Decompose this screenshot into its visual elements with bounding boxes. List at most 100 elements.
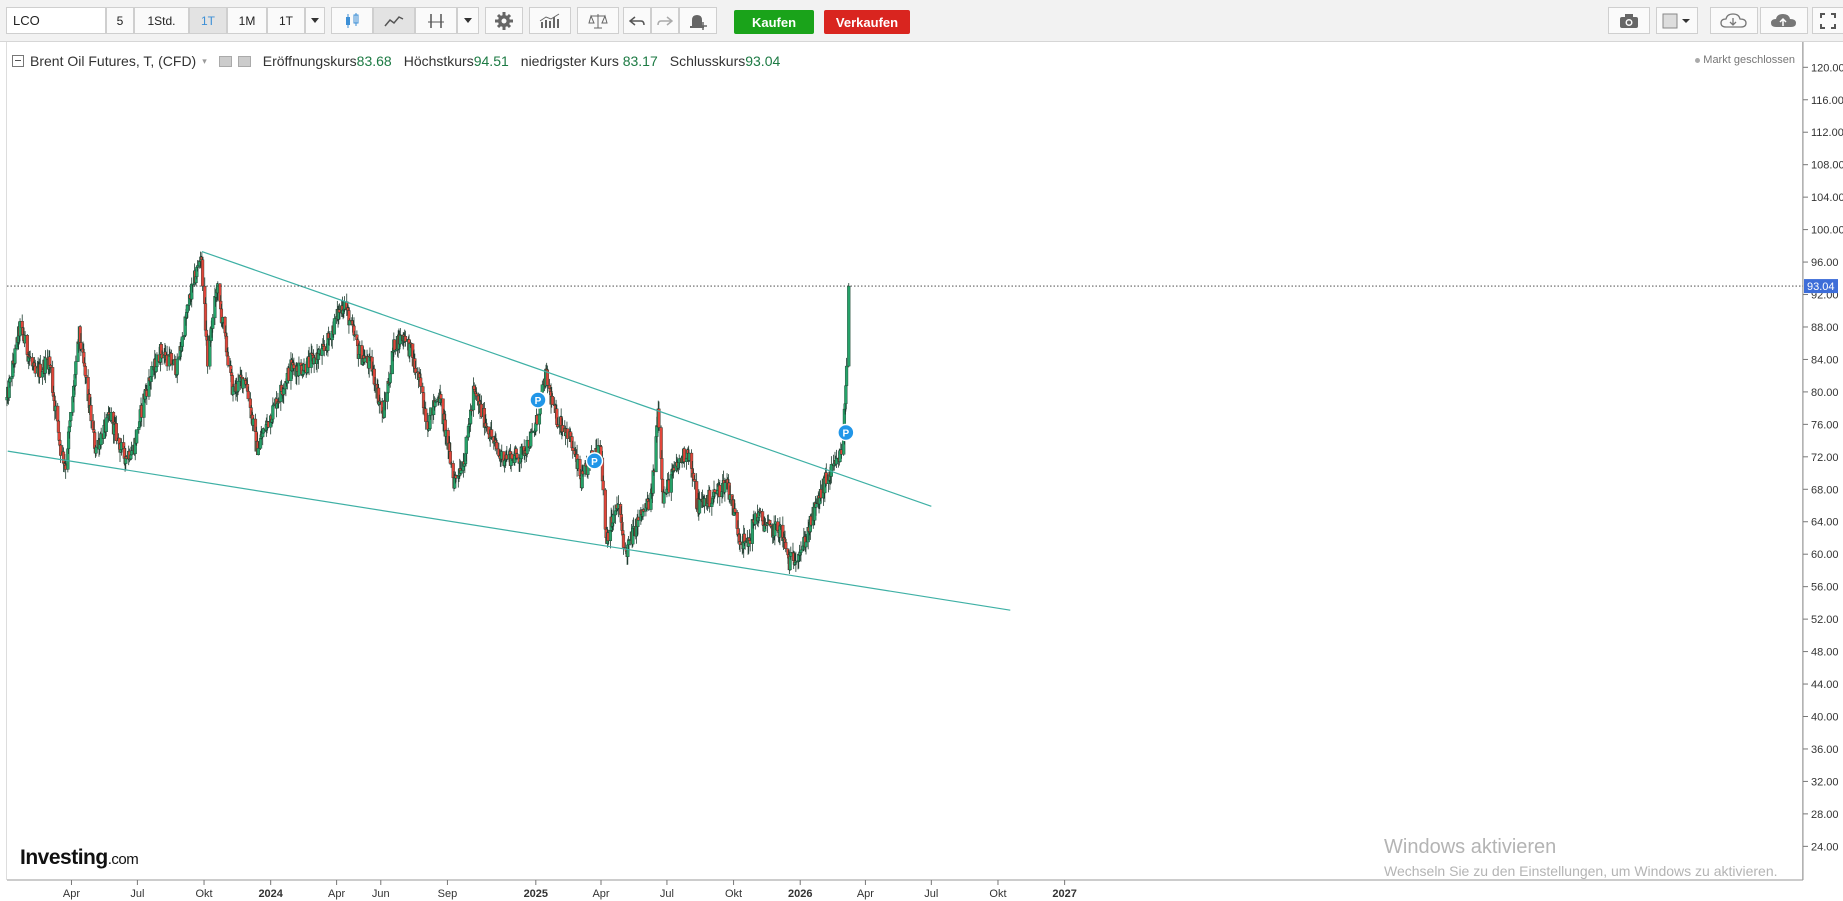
candle bbox=[94, 447, 98, 454]
cloud-load-icon[interactable] bbox=[1710, 7, 1758, 34]
candle bbox=[495, 442, 499, 450]
event-marker-icon bbox=[585, 452, 604, 470]
candle bbox=[662, 492, 666, 504]
close-value: 93.04 bbox=[745, 53, 781, 69]
candle bbox=[490, 429, 494, 438]
last-price-tag bbox=[1804, 279, 1838, 294]
candle bbox=[59, 444, 63, 456]
candle bbox=[814, 503, 818, 508]
symbol-input[interactable]: LCO bbox=[6, 7, 106, 34]
settings-gear-icon[interactable] bbox=[485, 7, 523, 34]
x-tick-label: Apr bbox=[63, 888, 80, 900]
candle bbox=[413, 368, 418, 373]
candle bbox=[847, 285, 851, 367]
sell-button[interactable]: Verkaufen bbox=[824, 10, 910, 34]
candle bbox=[378, 400, 382, 403]
logo-domain: .com bbox=[107, 851, 139, 868]
y-tick-label: 52.00 bbox=[1811, 614, 1839, 626]
x-tick-label: Okt bbox=[989, 888, 1006, 900]
drawing-tools-icon[interactable] bbox=[415, 7, 457, 34]
market-status-text: Markt geschlossen bbox=[1703, 54, 1795, 66]
candle bbox=[190, 283, 195, 286]
layout-square-icon[interactable] bbox=[1656, 7, 1698, 34]
legend-collapse-icon[interactable] bbox=[12, 55, 24, 67]
instrument-name[interactable]: Brent Oil Futures, T, (CFD) bbox=[30, 53, 197, 69]
open-value: 83.68 bbox=[356, 53, 392, 69]
candle bbox=[83, 365, 87, 376]
indicator-line-icon[interactable] bbox=[373, 7, 415, 34]
y-tick-label: 108.00 bbox=[1811, 160, 1843, 172]
interval-5m-button[interactable]: 5 bbox=[106, 7, 134, 34]
fullscreen-icon[interactable] bbox=[1812, 7, 1843, 34]
candle bbox=[743, 541, 747, 544]
candle bbox=[282, 388, 286, 395]
y-tick-label: 120.00 bbox=[1811, 62, 1843, 74]
trendline-upper bbox=[201, 250, 932, 507]
candle bbox=[43, 357, 47, 374]
y-tick-label: 32.00 bbox=[1811, 776, 1839, 788]
candle bbox=[154, 366, 158, 372]
legend-settings-icon[interactable] bbox=[237, 55, 251, 67]
redo-arrow-icon[interactable] bbox=[651, 7, 679, 34]
high-value: 94.51 bbox=[473, 53, 509, 69]
candle bbox=[180, 336, 184, 347]
interval-1month-button[interactable]: 1M bbox=[227, 7, 267, 34]
candle bbox=[710, 502, 714, 507]
candle bbox=[403, 336, 408, 342]
candle bbox=[74, 361, 78, 375]
candle bbox=[760, 511, 765, 522]
drawing-dropdown-chevron-icon[interactable] bbox=[457, 7, 479, 34]
x-tick-label: Apr bbox=[857, 888, 874, 900]
candle bbox=[529, 431, 533, 447]
x-tick-label: Okt bbox=[725, 888, 742, 900]
low-value: 83.17 bbox=[622, 53, 658, 69]
candle bbox=[518, 461, 522, 464]
candle bbox=[104, 417, 108, 433]
y-tick-label: 36.00 bbox=[1811, 744, 1839, 756]
candle bbox=[246, 390, 250, 400]
cloud-save-icon[interactable] bbox=[1760, 7, 1808, 34]
candle bbox=[408, 342, 413, 345]
y-tick-label: 40.00 bbox=[1811, 712, 1839, 724]
candle bbox=[434, 400, 438, 403]
candle bbox=[363, 358, 367, 363]
candle bbox=[226, 355, 230, 366]
indicators-icon[interactable] bbox=[529, 7, 571, 34]
candle bbox=[84, 375, 88, 378]
undo-arrow-icon[interactable] bbox=[623, 7, 651, 34]
legend-visibility-icon[interactable] bbox=[218, 55, 232, 67]
high-label: Höchstkurs bbox=[403, 53, 474, 69]
x-tick-label: 2026 bbox=[788, 888, 812, 900]
candle bbox=[657, 408, 661, 428]
screenshot-camera-icon[interactable] bbox=[1608, 7, 1650, 34]
last-price-tag-label: 93.04 bbox=[1807, 281, 1835, 293]
interval-1h-button[interactable]: 1Std. bbox=[134, 7, 189, 34]
candle bbox=[99, 433, 103, 445]
candle bbox=[829, 464, 833, 477]
y-tick-label: 76.00 bbox=[1811, 419, 1839, 431]
candle bbox=[534, 423, 538, 432]
y-tick-label: 112.00 bbox=[1811, 127, 1843, 139]
toolbar: LCO 5 1Std. 1T 1M 1T Kaufen Verkaufen bbox=[0, 0, 1843, 42]
compare-scale-icon[interactable] bbox=[577, 7, 619, 34]
candle bbox=[13, 348, 17, 364]
candle bbox=[424, 408, 428, 422]
instrument-dropdown-chevron-icon[interactable]: ▾ bbox=[202, 55, 207, 66]
market-status-dot-icon bbox=[1695, 57, 1701, 63]
candle bbox=[185, 304, 189, 313]
interval-custom-button[interactable]: 1T bbox=[267, 7, 305, 34]
candle bbox=[472, 385, 476, 390]
y-tick-label: 80.00 bbox=[1811, 387, 1839, 399]
candle bbox=[469, 409, 473, 412]
interval-dropdown-chevron-icon[interactable] bbox=[305, 7, 325, 34]
interval-1d-button[interactable]: 1T bbox=[189, 7, 227, 34]
buy-button[interactable]: Kaufen bbox=[734, 10, 814, 34]
trendline-lower bbox=[7, 450, 1011, 611]
alert-bell-icon[interactable] bbox=[679, 7, 717, 34]
candle bbox=[510, 453, 514, 459]
candle bbox=[135, 429, 139, 444]
y-tick-label: 100.00 bbox=[1811, 225, 1843, 237]
market-status: Markt geschlossen bbox=[1695, 54, 1795, 66]
candlestick-chart-icon[interactable] bbox=[331, 7, 373, 34]
